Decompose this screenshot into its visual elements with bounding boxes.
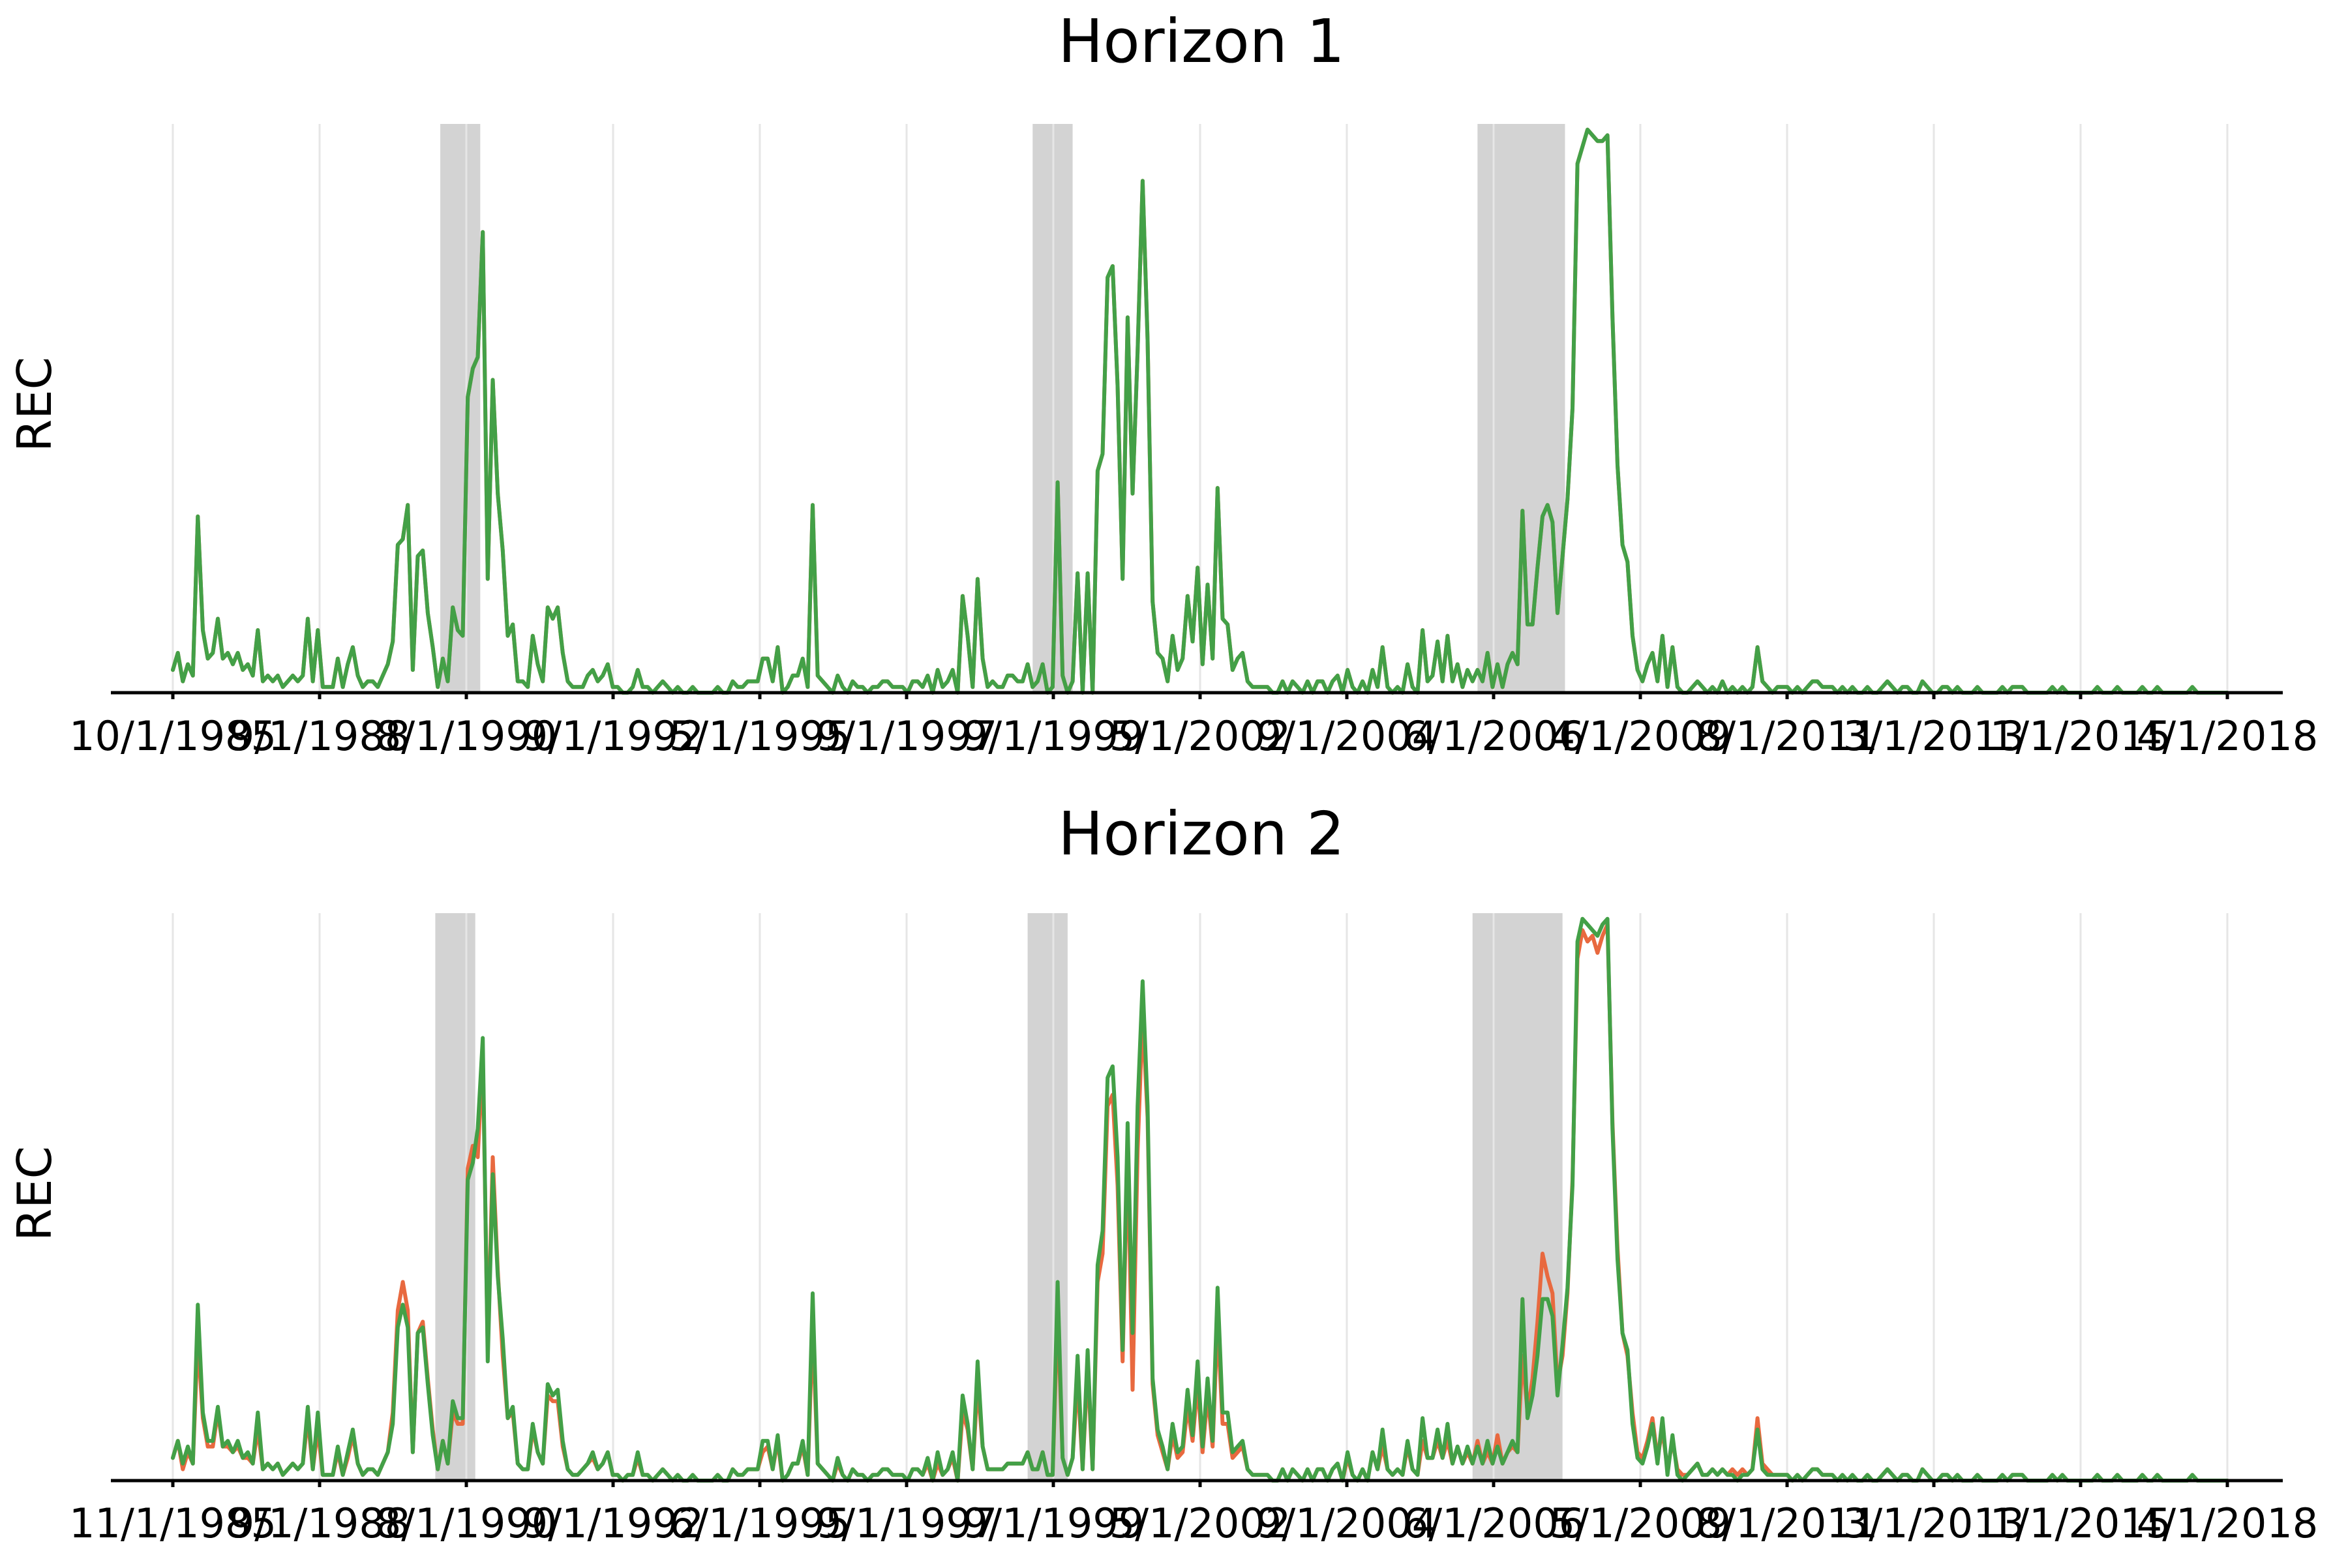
tick-label: 9/1/2004 — [1256, 1500, 1437, 1547]
tick-label: 5/1/1995 — [669, 712, 850, 760]
x-axis — [111, 691, 2283, 699]
x-axis — [111, 1479, 2283, 1487]
series-lines — [171, 916, 2229, 1483]
tick-label: 8/1/1990 — [376, 712, 557, 760]
y-axis-label: REC — [7, 1146, 62, 1241]
tick-label: 1/1/2015 — [1990, 1500, 2171, 1547]
tick-label: 9/1/1988 — [229, 712, 410, 760]
panel-horizon-1: Horizon 1 REC 10/1/19859/1/19888/1/19909… — [7, 7, 2318, 760]
tick-label: 9/1/1997 — [816, 1500, 997, 1547]
tick-label: 4/1/2009 — [1550, 712, 1731, 760]
series-lines — [171, 127, 2229, 695]
chart-title: Horizon 2 — [1058, 799, 1345, 869]
tick-label: 4/1/2018 — [2137, 1500, 2318, 1547]
tick-label: 3/1/2013 — [1843, 712, 2024, 760]
tick-label: 9/1/1992 — [522, 712, 704, 760]
tick-label: 9/1/1988 — [229, 1500, 410, 1547]
tick-label: 9/1/2004 — [1256, 712, 1437, 760]
tick-label: 8/1/1990 — [376, 1500, 557, 1547]
tick-label: 9/1/1999 — [963, 712, 1144, 760]
x-tick-labels: 11/1/19859/1/19888/1/19909/1/19926/1/199… — [69, 1500, 2318, 1547]
tick-label: 8/1/2011 — [1696, 1500, 1878, 1547]
plot-background — [435, 913, 1563, 1481]
tick-label: 6/1/2006 — [1403, 1500, 1584, 1547]
tick-label: 5/1/2009 — [1550, 1500, 1731, 1547]
tick-label: 5/1/2002 — [1109, 712, 1291, 760]
tick-label: 3/1/2013 — [1843, 1500, 2024, 1547]
series-line-2 — [171, 127, 2229, 695]
x-tick-labels: 10/1/19859/1/19888/1/19909/1/19925/1/199… — [69, 712, 2318, 760]
tick-label: 9/1/1997 — [816, 712, 997, 760]
tick-label: 1/1/2015 — [1990, 712, 2171, 760]
tick-label: 6/1/1995 — [669, 1500, 850, 1547]
y-axis-label: REC — [7, 357, 62, 452]
tick-label: 9/1/1992 — [522, 1500, 704, 1547]
recession-shade — [440, 124, 481, 693]
x-gridlines — [172, 913, 2229, 1481]
series-line-2 — [171, 916, 2229, 1483]
chart-title: Horizon 1 — [1058, 7, 1345, 76]
tick-label: 4/1/2018 — [2137, 712, 2318, 760]
tick-label: 10/1/1985 — [69, 712, 277, 760]
tick-label: 5/1/2002 — [1109, 1500, 1291, 1547]
tick-label: 9/1/1999 — [963, 1500, 1144, 1547]
panel-horizon-2: Horizon 2 REC 11/1/19859/1/19888/1/19909… — [7, 799, 2318, 1547]
recession-shade — [1472, 913, 1563, 1481]
tick-label: 11/1/1985 — [69, 1500, 277, 1547]
tick-label: 8/1/2011 — [1696, 712, 1878, 760]
tick-label: 6/1/2006 — [1403, 712, 1584, 760]
